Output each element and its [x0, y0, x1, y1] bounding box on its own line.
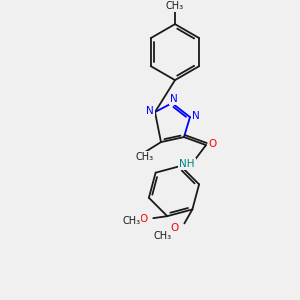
Text: CH₃: CH₃ — [122, 216, 140, 226]
Text: N: N — [146, 106, 154, 116]
Text: CH₃: CH₃ — [166, 1, 184, 11]
Text: O: O — [209, 139, 217, 149]
Text: CH₃: CH₃ — [153, 231, 171, 242]
Text: CH₃: CH₃ — [136, 152, 154, 162]
Text: O: O — [139, 214, 147, 224]
Text: N: N — [170, 94, 178, 104]
Text: N: N — [192, 111, 200, 121]
Text: NH: NH — [179, 159, 195, 169]
Text: O: O — [170, 224, 178, 233]
